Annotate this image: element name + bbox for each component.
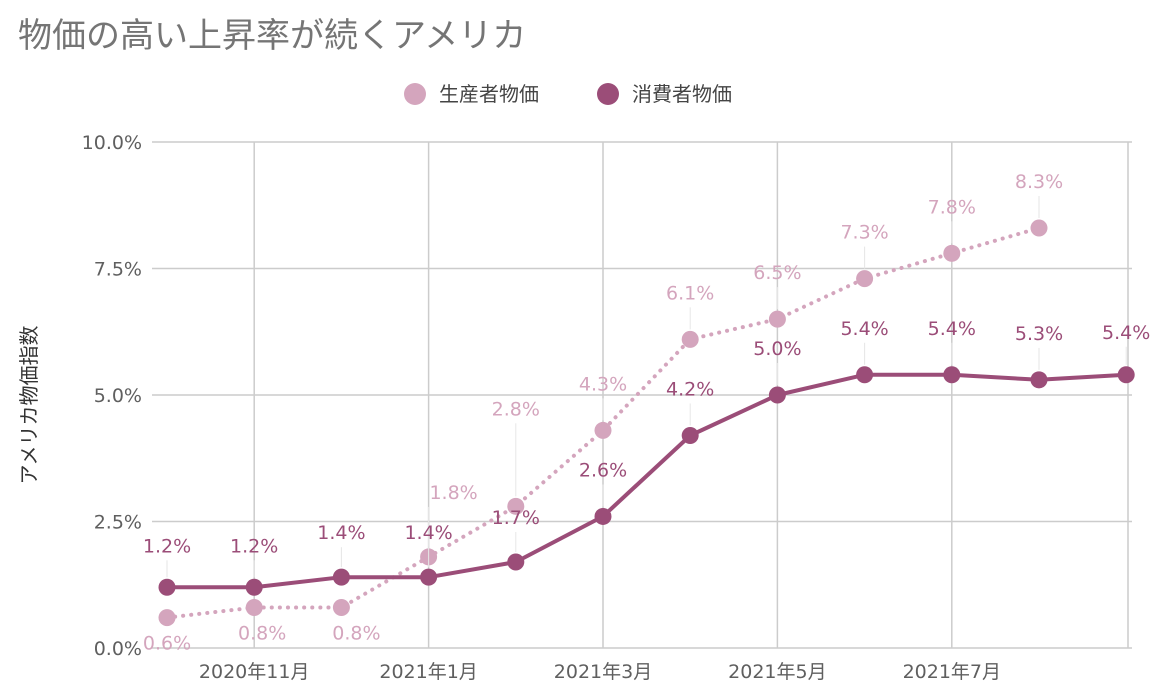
data-label: 0.8%: [332, 623, 380, 645]
legend-swatch: [597, 83, 619, 105]
y-tick-label: 7.5%: [94, 259, 142, 281]
data-label: 4.3%: [579, 373, 627, 395]
data-point: [856, 270, 874, 288]
data-label: 0.8%: [238, 623, 286, 645]
data-label: 4.2%: [666, 378, 714, 400]
data-label: 8.3%: [1015, 171, 1063, 193]
x-tick-label: 2021年3月: [554, 661, 652, 683]
data-label: 5.4%: [1102, 322, 1150, 344]
legend-label: 消費者物価: [632, 82, 732, 106]
data-label: 5.4%: [840, 318, 888, 340]
data-label: 2.6%: [579, 459, 627, 481]
data-point: [594, 421, 612, 439]
data-label: 0.6%: [143, 633, 191, 655]
data-label: 1.4%: [317, 522, 365, 544]
data-point: [332, 599, 350, 617]
data-point: [158, 578, 176, 596]
data-point: [245, 599, 263, 617]
data-label: 6.5%: [753, 262, 801, 284]
data-label: 5.4%: [928, 318, 976, 340]
x-tick-label: 2021年7月: [903, 661, 1001, 683]
data-point: [1030, 371, 1048, 389]
legend-swatch: [404, 83, 426, 105]
data-label: 6.1%: [666, 282, 714, 304]
y-axis-title: アメリカ物価指数: [17, 326, 41, 485]
x-tick-label: 2020年11月: [199, 661, 310, 683]
y-tick-label: 0.0%: [94, 638, 142, 660]
data-label: 1.2%: [230, 535, 278, 557]
data-point: [507, 553, 525, 571]
x-tick-label: 2021年5月: [728, 661, 826, 683]
data-label: 1.4%: [404, 522, 452, 544]
data-label: 7.3%: [840, 222, 888, 244]
data-point: [943, 244, 961, 262]
data-point: [158, 609, 176, 627]
chart-title: 物価の高い上昇率が続くアメリカ: [18, 16, 527, 56]
series-line-cpi: [165, 372, 1129, 590]
data-point: [768, 386, 786, 404]
y-tick-label: 5.0%: [94, 385, 142, 407]
data-point: [943, 366, 961, 384]
data-label: 5.0%: [753, 338, 801, 360]
data-point: [768, 310, 786, 328]
data-label: 1.7%: [492, 507, 540, 529]
data-label: 5.3%: [1015, 323, 1063, 345]
data-point: [420, 568, 438, 586]
data-point: [856, 366, 874, 384]
data-label: 2.8%: [492, 398, 540, 420]
data-point: [507, 497, 525, 515]
data-label: 1.2%: [143, 535, 191, 557]
data-label: 1.8%: [429, 482, 477, 504]
data-point: [332, 568, 350, 586]
data-point: [1117, 366, 1135, 384]
y-tick-label: 2.5%: [94, 512, 142, 534]
data-point: [245, 578, 263, 596]
x-tick-label: 2021年1月: [379, 661, 477, 683]
y-tick-label: 10.0%: [82, 132, 142, 154]
data-point: [594, 507, 612, 525]
legend-label: 生産者物価: [439, 82, 539, 106]
data-label: 7.8%: [928, 196, 976, 218]
data-point: [681, 426, 699, 444]
data-point: [681, 330, 699, 348]
data-point: [1030, 219, 1048, 237]
